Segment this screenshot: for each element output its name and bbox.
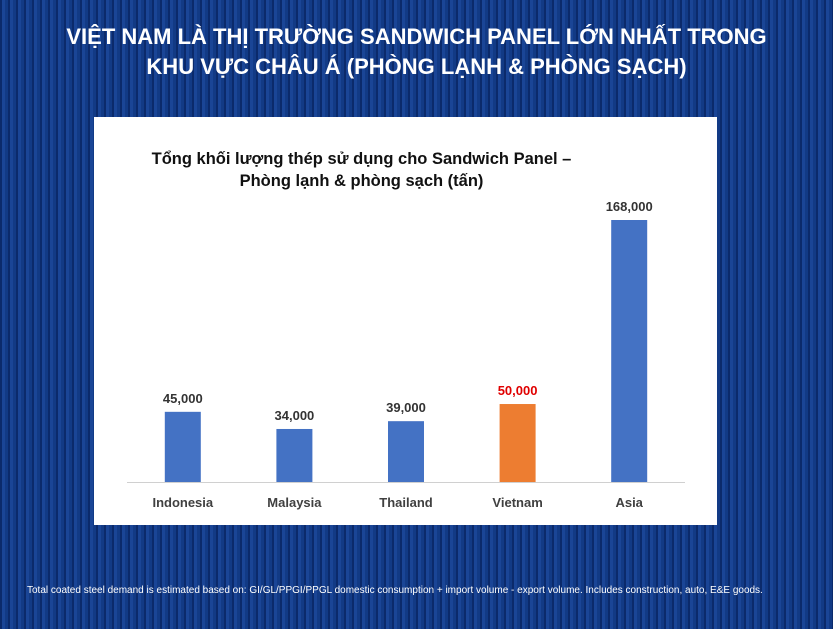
data-label-malaysia: 34,000 bbox=[275, 408, 315, 423]
bar-vietnam bbox=[499, 404, 536, 482]
x-tick-label-asia: Asia bbox=[615, 495, 643, 510]
chart-title-line-1: Tổng khối lượng thép sử dụng cho Sandwic… bbox=[151, 150, 572, 168]
data-label-vietnam: 50,000 bbox=[498, 383, 538, 398]
slide-title: VIỆT NAM LÀ THỊ TRƯỜNG SANDWICH PANEL LỚ… bbox=[0, 22, 833, 82]
x-tick-label-indonesia: Indonesia bbox=[152, 495, 213, 510]
data-label-asia: 168,000 bbox=[606, 199, 653, 214]
slide-title-line-2: KHU VỰC CHÂU Á (PHÒNG LẠNH & PHÒNG SẠCH) bbox=[146, 54, 687, 79]
bar-indonesia bbox=[164, 411, 201, 482]
footnote: Total coated steel demand is estimated b… bbox=[27, 585, 763, 596]
bar-asia bbox=[611, 220, 648, 482]
chart-title: Tổng khối lượng thép sử dụng cho Sandwic… bbox=[0, 148, 723, 192]
chart-title-line-2: Phòng lạnh & phòng sạch (tấn) bbox=[239, 172, 484, 190]
slide-title-line-1: VIỆT NAM LÀ THỊ TRƯỜNG SANDWICH PANEL LỚ… bbox=[66, 24, 767, 49]
data-label-indonesia: 45,000 bbox=[163, 391, 203, 406]
x-tick-label-malaysia: Malaysia bbox=[267, 495, 322, 510]
bar-malaysia bbox=[276, 428, 313, 482]
x-tick-label-thailand: Thailand bbox=[379, 495, 433, 510]
data-label-thailand: 39,000 bbox=[386, 400, 426, 415]
bar-thailand bbox=[388, 421, 424, 482]
x-tick-label-vietnam: Vietnam bbox=[492, 495, 542, 510]
